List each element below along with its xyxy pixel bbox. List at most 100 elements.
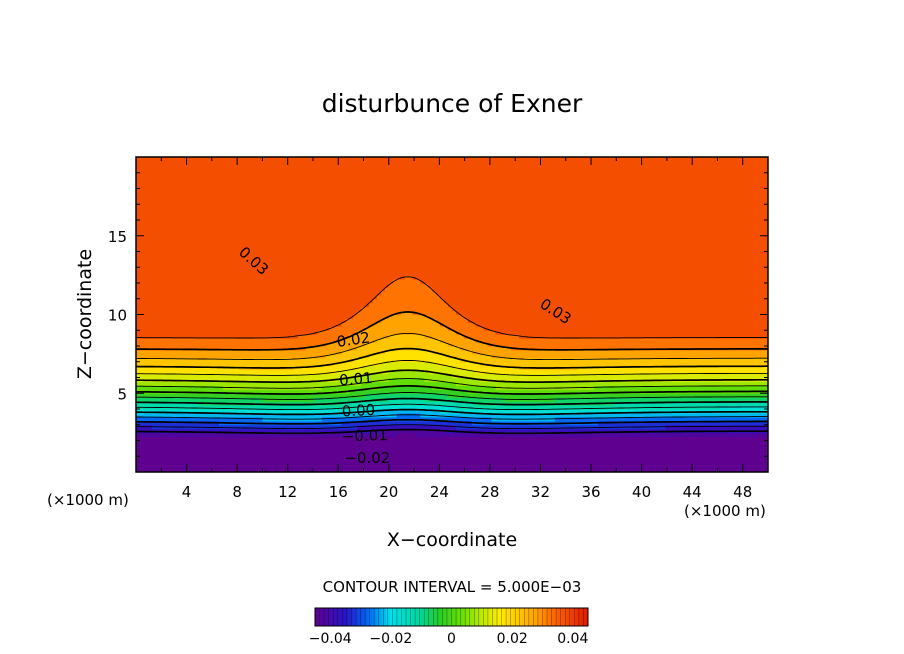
field-cell xyxy=(673,393,678,398)
field-cell xyxy=(195,416,200,422)
field-cell xyxy=(685,365,690,371)
field-cell xyxy=(309,369,315,375)
field-cell xyxy=(700,361,706,367)
field-cell xyxy=(538,401,544,406)
field-cell xyxy=(610,405,615,410)
field-cell xyxy=(171,365,177,371)
field-cell xyxy=(305,377,311,383)
field-cell xyxy=(179,361,184,367)
field-cell xyxy=(748,460,753,465)
field-cell xyxy=(507,373,512,379)
field-cell xyxy=(400,448,406,453)
field-cell xyxy=(657,464,662,469)
field-cell xyxy=(463,416,469,422)
field-cell xyxy=(211,460,216,465)
field-cell xyxy=(203,405,208,410)
field-cell xyxy=(246,349,252,355)
field-cell xyxy=(475,440,481,446)
field-cell xyxy=(558,361,564,367)
field-cell xyxy=(463,460,469,465)
field-cell xyxy=(602,349,607,355)
field-cell xyxy=(582,464,587,469)
field-cell xyxy=(309,428,315,434)
field-cell xyxy=(661,357,666,363)
field-cell xyxy=(724,468,730,472)
field-cell xyxy=(317,377,323,383)
field-cell xyxy=(357,464,362,469)
field-cell xyxy=(412,456,418,461)
field-cell xyxy=(246,361,252,367)
field-cell xyxy=(665,409,670,414)
field-cell xyxy=(412,420,418,426)
field-cell xyxy=(617,349,623,355)
field-cell xyxy=(602,409,607,414)
field-cell xyxy=(598,377,603,383)
field-cell xyxy=(696,393,702,398)
field-cell xyxy=(527,385,532,390)
field-cell xyxy=(179,346,184,351)
field-cell xyxy=(373,393,378,398)
field-cell xyxy=(696,412,702,418)
field-cell xyxy=(199,412,204,418)
field-cell xyxy=(301,468,307,472)
field-cell xyxy=(345,393,350,398)
field-cell xyxy=(661,416,666,422)
field-cell xyxy=(645,369,651,375)
field-cell xyxy=(728,353,734,359)
field-cell xyxy=(222,424,228,430)
field-cell xyxy=(163,385,169,390)
field-cell xyxy=(546,452,552,457)
field-cell xyxy=(290,381,295,386)
field-cell xyxy=(744,361,749,367)
field-cell xyxy=(752,468,757,472)
field-cell xyxy=(681,432,686,438)
field-cell xyxy=(732,401,737,406)
field-cell xyxy=(317,412,323,418)
field-cell xyxy=(242,393,248,398)
field-cell xyxy=(325,353,331,359)
field-cell xyxy=(444,432,449,438)
field-cell xyxy=(613,369,619,375)
field-cell xyxy=(629,365,635,371)
field-cell xyxy=(459,377,465,383)
field-cell xyxy=(653,420,658,426)
field-cell xyxy=(602,385,607,390)
field-cell xyxy=(566,361,572,367)
field-cell xyxy=(760,365,765,371)
field-cell xyxy=(613,460,619,465)
field-cell xyxy=(321,436,327,442)
field-cell xyxy=(744,424,749,430)
field-cell xyxy=(673,361,678,367)
field-cell xyxy=(760,349,765,355)
field-cell xyxy=(527,369,532,375)
field-cell xyxy=(562,444,568,449)
field-cell xyxy=(286,464,291,469)
field-cell xyxy=(428,389,433,394)
field-cell xyxy=(226,456,232,461)
field-cell xyxy=(396,424,402,430)
field-cell xyxy=(602,381,607,386)
field-cell xyxy=(562,428,568,434)
field-cell xyxy=(566,448,572,453)
field-cell xyxy=(519,393,524,398)
field-cell xyxy=(452,468,457,472)
field-cell xyxy=(246,412,252,418)
field-cell xyxy=(163,393,169,398)
field-cell xyxy=(515,448,520,453)
field-cell xyxy=(637,436,643,442)
field-cell xyxy=(704,412,710,418)
field-cell xyxy=(297,436,303,442)
field-cell xyxy=(278,401,283,406)
field-cell xyxy=(621,357,627,363)
field-cell xyxy=(621,448,627,453)
field-cell xyxy=(238,393,244,398)
field-cell xyxy=(408,428,414,434)
field-cell xyxy=(641,365,647,371)
field-cell xyxy=(345,448,350,453)
field-cell xyxy=(617,405,623,410)
field-cell xyxy=(305,412,311,418)
field-cell xyxy=(400,349,406,355)
field-cell xyxy=(633,428,639,434)
field-cell xyxy=(428,468,433,472)
field-cell xyxy=(653,373,658,379)
